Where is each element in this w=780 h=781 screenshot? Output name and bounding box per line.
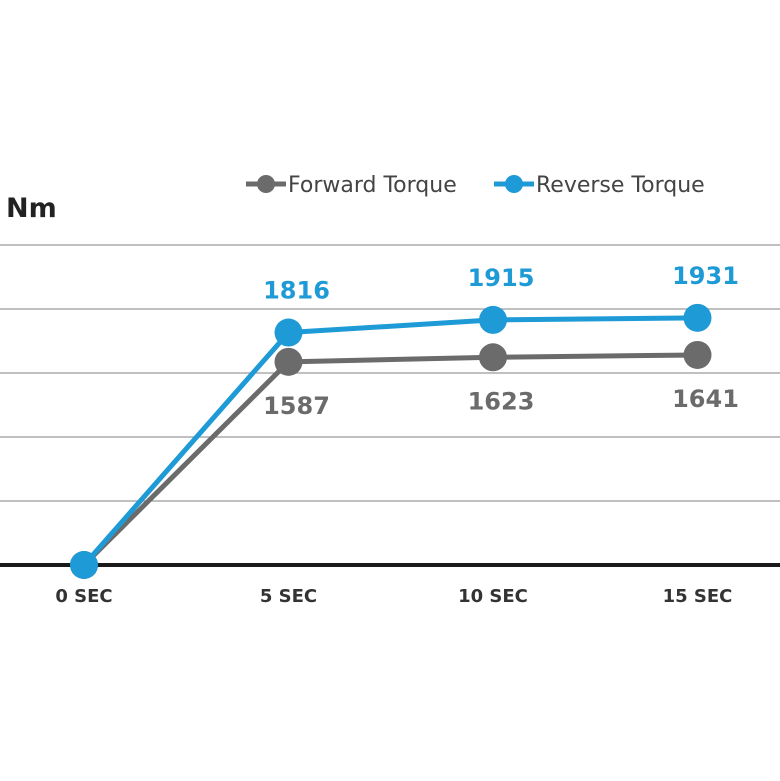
legend-marker [505,175,523,193]
series-reverse-torque: 1816 1915 1931 [70,262,739,579]
x-tick-label: 10 SEC [458,586,528,607]
data-point [479,343,507,372]
series-forward-torque: 1587 1623 1641 [70,340,739,579]
legend: Forward Torque Reverse Torque [246,173,705,198]
x-tick-label: 0 SEC [55,586,112,607]
grid-lines [0,244,780,502]
data-point [70,551,98,579]
x-tick-label: 15 SEC [663,586,733,607]
legend-item: Reverse Torque [494,173,705,198]
data-label: 1623 [468,387,535,415]
data-label: 1587 [263,392,330,420]
data-point [274,347,303,376]
legend-label: Reverse Torque [536,173,705,198]
legend-item: Forward Torque [246,173,457,198]
legend-label: Forward Torque [288,173,457,198]
series-layer: 1587 1623 1641 1816 1915 1931 [70,262,739,579]
data-point [479,305,507,334]
x-tick-labels: 0 SEC 5 SEC 10 SEC 15 SEC [55,586,732,607]
x-tick-label: 5 SEC [260,586,317,607]
data-label: 1915 [468,264,535,292]
series-line [81,352,700,568]
data-label: 1641 [672,385,739,413]
data-point [274,318,303,347]
legend-marker [257,175,275,193]
y-axis-label: Nm [6,193,57,224]
data-label: 1816 [263,277,330,305]
series-line [81,315,700,568]
data-label: 1931 [672,262,739,290]
data-point [683,340,712,369]
data-point [683,303,712,332]
